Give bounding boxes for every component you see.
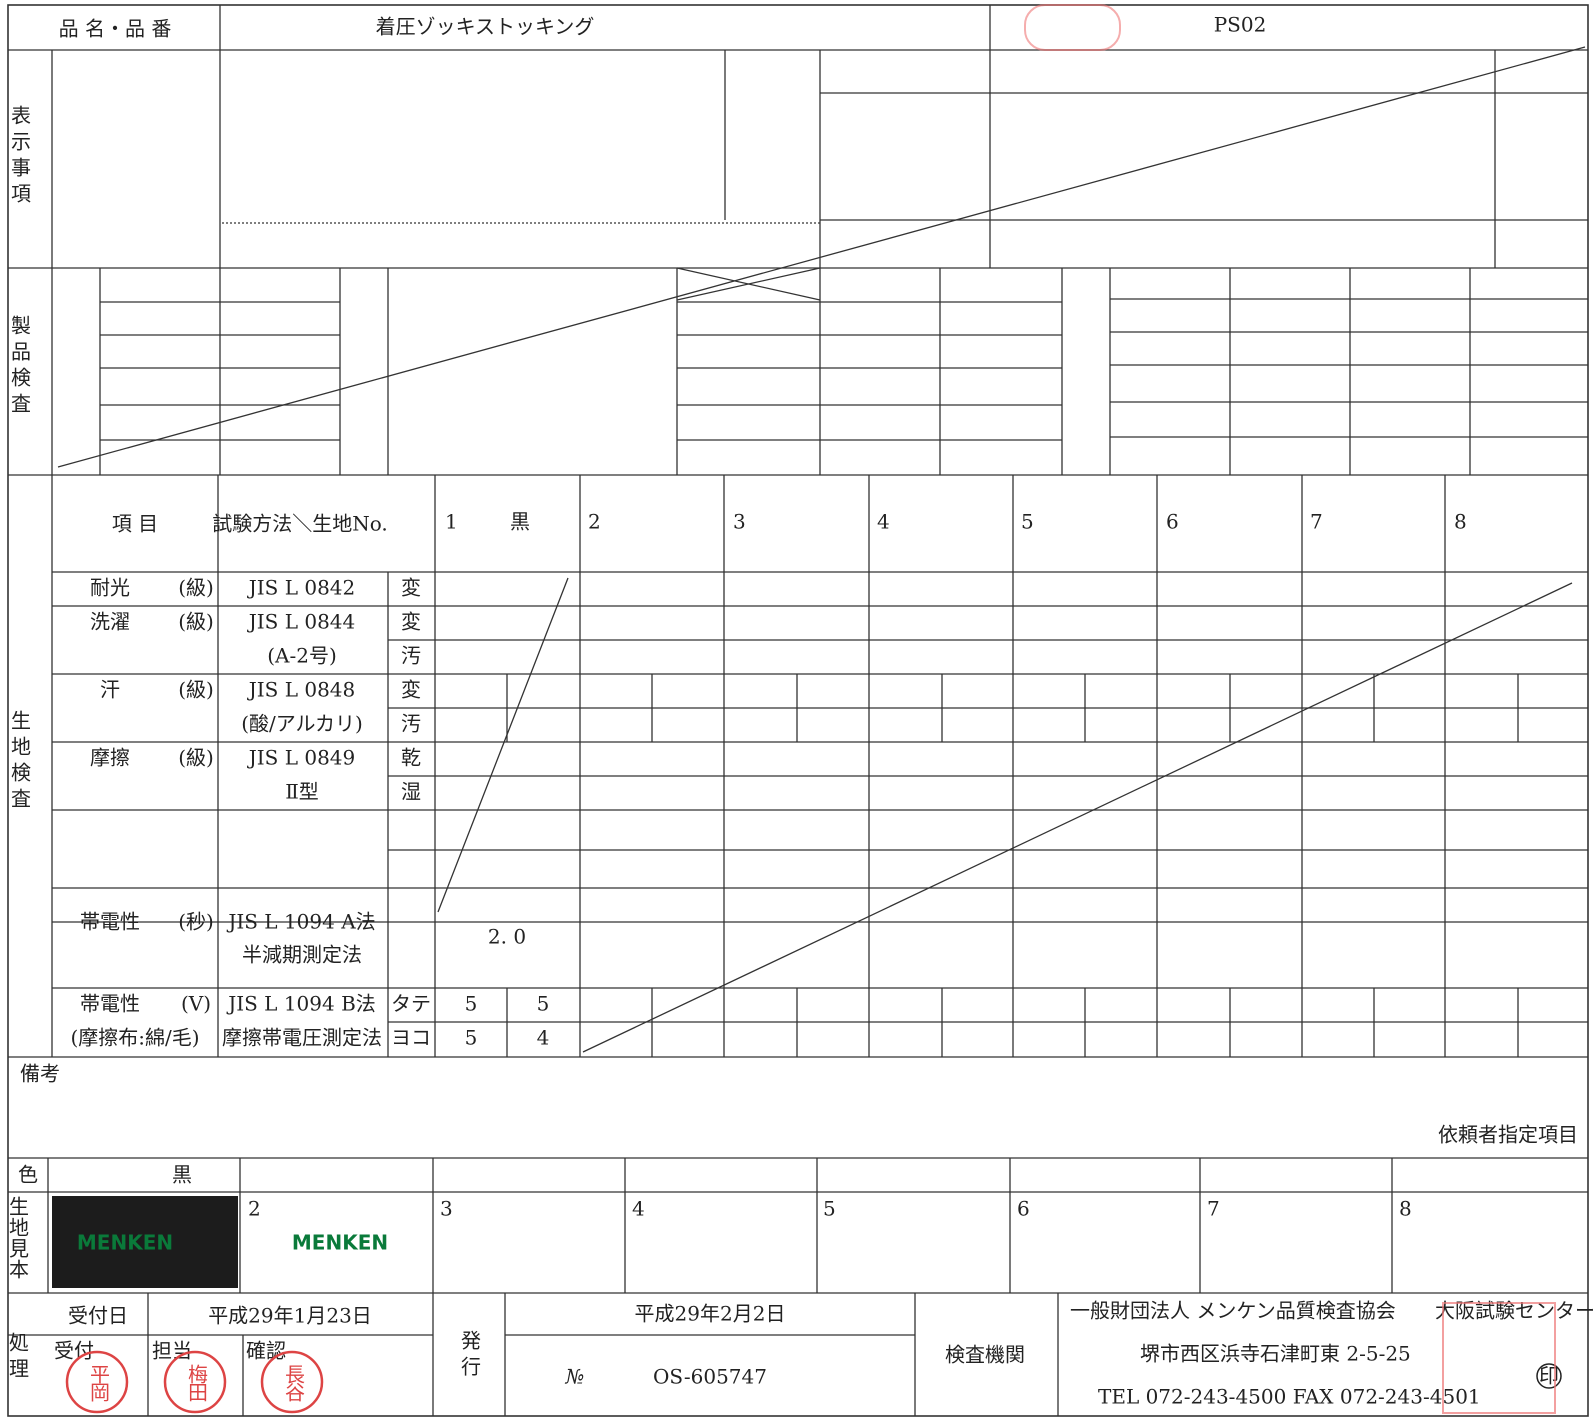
label: タテ <box>391 992 431 1016</box>
label: 備考 <box>20 1062 60 1086</box>
label: 一般財団法人 メンケン品質検査協会 <box>1070 1299 1396 1323</box>
label: 検査機関 <box>945 1343 1025 1367</box>
label: (V) <box>181 992 211 1016</box>
seal-circle <box>1536 1363 1562 1389</box>
label: TEL 072-243-4500 FAX 072-243-4501 <box>1098 1385 1481 1409</box>
rule <box>582 582 1573 1053</box>
label: 摩擦帯電圧測定法 <box>222 1026 382 1050</box>
label: 平岡 <box>87 1364 111 1402</box>
label: 変 <box>401 678 421 702</box>
label: 受付日 <box>68 1304 128 1328</box>
label: 着圧ゾッキストッキング <box>376 15 595 39</box>
label: 試験方法＼生地No. <box>212 512 388 536</box>
seal-stamp <box>65 1350 129 1414</box>
label: 確認 <box>246 1339 286 1363</box>
rule <box>676 267 821 301</box>
label: JIS L 0842 <box>247 576 356 600</box>
label: 平成29年2月2日 <box>635 1302 786 1326</box>
label: (級) <box>178 610 214 634</box>
label: OS-605747 <box>653 1365 767 1389</box>
label: (摩擦布:綿/毛) <box>70 1026 199 1050</box>
label: 平成29年1月23日 <box>208 1304 372 1328</box>
label: 黒 <box>172 1163 192 1187</box>
label: 受付 <box>54 1339 94 1363</box>
vertical-label: 製品検査 <box>8 315 32 419</box>
label: (秒) <box>178 910 214 934</box>
label: PS02 <box>1214 13 1267 37</box>
label: (級) <box>178 746 214 770</box>
vertical-label: 処理 <box>6 1332 30 1384</box>
label: 変 <box>401 610 421 634</box>
rule <box>437 577 569 913</box>
label: (A-2号) <box>267 644 337 668</box>
label: MENKEN <box>77 1231 173 1255</box>
label: 2 <box>588 510 601 534</box>
vertical-label: 生地検査 <box>8 710 32 814</box>
label: 黒 <box>510 510 530 534</box>
label: JIS L 0844 <box>247 610 356 634</box>
label: 乾 <box>401 746 421 770</box>
label: 項 目 <box>112 512 158 536</box>
label: 帯電性 <box>80 992 140 1016</box>
label: (級) <box>178 678 214 702</box>
label: 4 <box>632 1197 645 1221</box>
label: ヨコ <box>391 1026 431 1050</box>
label: 色 <box>18 1163 38 1187</box>
label: 6 <box>1166 510 1179 534</box>
label: JIS L 0848 <box>247 678 356 702</box>
seal-stamp <box>260 1350 324 1414</box>
seal-stamp <box>163 1350 227 1414</box>
label: 8 <box>1454 510 1467 534</box>
label: 5 <box>465 992 478 1016</box>
label: JIS L 1094 A法 <box>226 910 375 934</box>
label: 耐光 <box>90 576 130 600</box>
label: 5 <box>823 1197 836 1221</box>
label: 汗 <box>100 678 120 702</box>
label: 半減期測定法 <box>242 943 362 967</box>
vertical-label: 表示事項 <box>8 105 32 209</box>
label: 1 <box>445 510 458 534</box>
label: 8 <box>1399 1197 1412 1221</box>
frame <box>7 4 1589 1417</box>
label: 5 <box>537 992 550 1016</box>
label: 汚 <box>401 712 421 736</box>
label: 2. 0 <box>488 925 526 949</box>
label: 汚 <box>401 644 421 668</box>
label: 3 <box>733 510 746 534</box>
label: Ⅱ型 <box>285 780 319 804</box>
label: 長谷 <box>282 1364 306 1402</box>
vertical-label: 生地見本 <box>6 1196 30 1280</box>
label: 6 <box>1017 1197 1030 1221</box>
label: 摩擦 <box>90 746 130 770</box>
label: MENKEN <box>292 1231 388 1255</box>
label: 7 <box>1207 1197 1220 1221</box>
label: 3 <box>440 1197 453 1221</box>
rule <box>57 46 1586 468</box>
seal-stamp <box>1442 1302 1556 1414</box>
vertical-label: 発行 <box>458 1330 482 1382</box>
label: 品 名・品 番 <box>59 17 172 41</box>
label: (酸/アルカリ) <box>241 712 363 736</box>
label: JIS L 0849 <box>247 746 356 770</box>
label: (級) <box>178 576 214 600</box>
label: № <box>565 1365 585 1389</box>
label: 2 <box>248 1197 261 1221</box>
label: 堺市西区浜寺石津町東 2-5-25 <box>1140 1342 1411 1366</box>
fabric-swatch <box>52 1196 238 1288</box>
label: 洗濯 <box>90 610 130 634</box>
label: 梅田 <box>185 1364 209 1402</box>
label: 7 <box>1310 510 1323 534</box>
label: 湿 <box>401 780 421 804</box>
seal-stamp <box>1024 4 1121 51</box>
label: 5 <box>1021 510 1034 534</box>
label: 帯電性 <box>80 910 140 934</box>
label: JIS L 1094 B法 <box>226 992 376 1016</box>
label: 担当 <box>152 1339 192 1363</box>
label: 変 <box>401 576 421 600</box>
label: 4 <box>877 510 890 534</box>
label: 依頼者指定項目 <box>1438 1123 1578 1147</box>
label: 5 <box>465 1026 478 1050</box>
label: 4 <box>537 1026 550 1050</box>
